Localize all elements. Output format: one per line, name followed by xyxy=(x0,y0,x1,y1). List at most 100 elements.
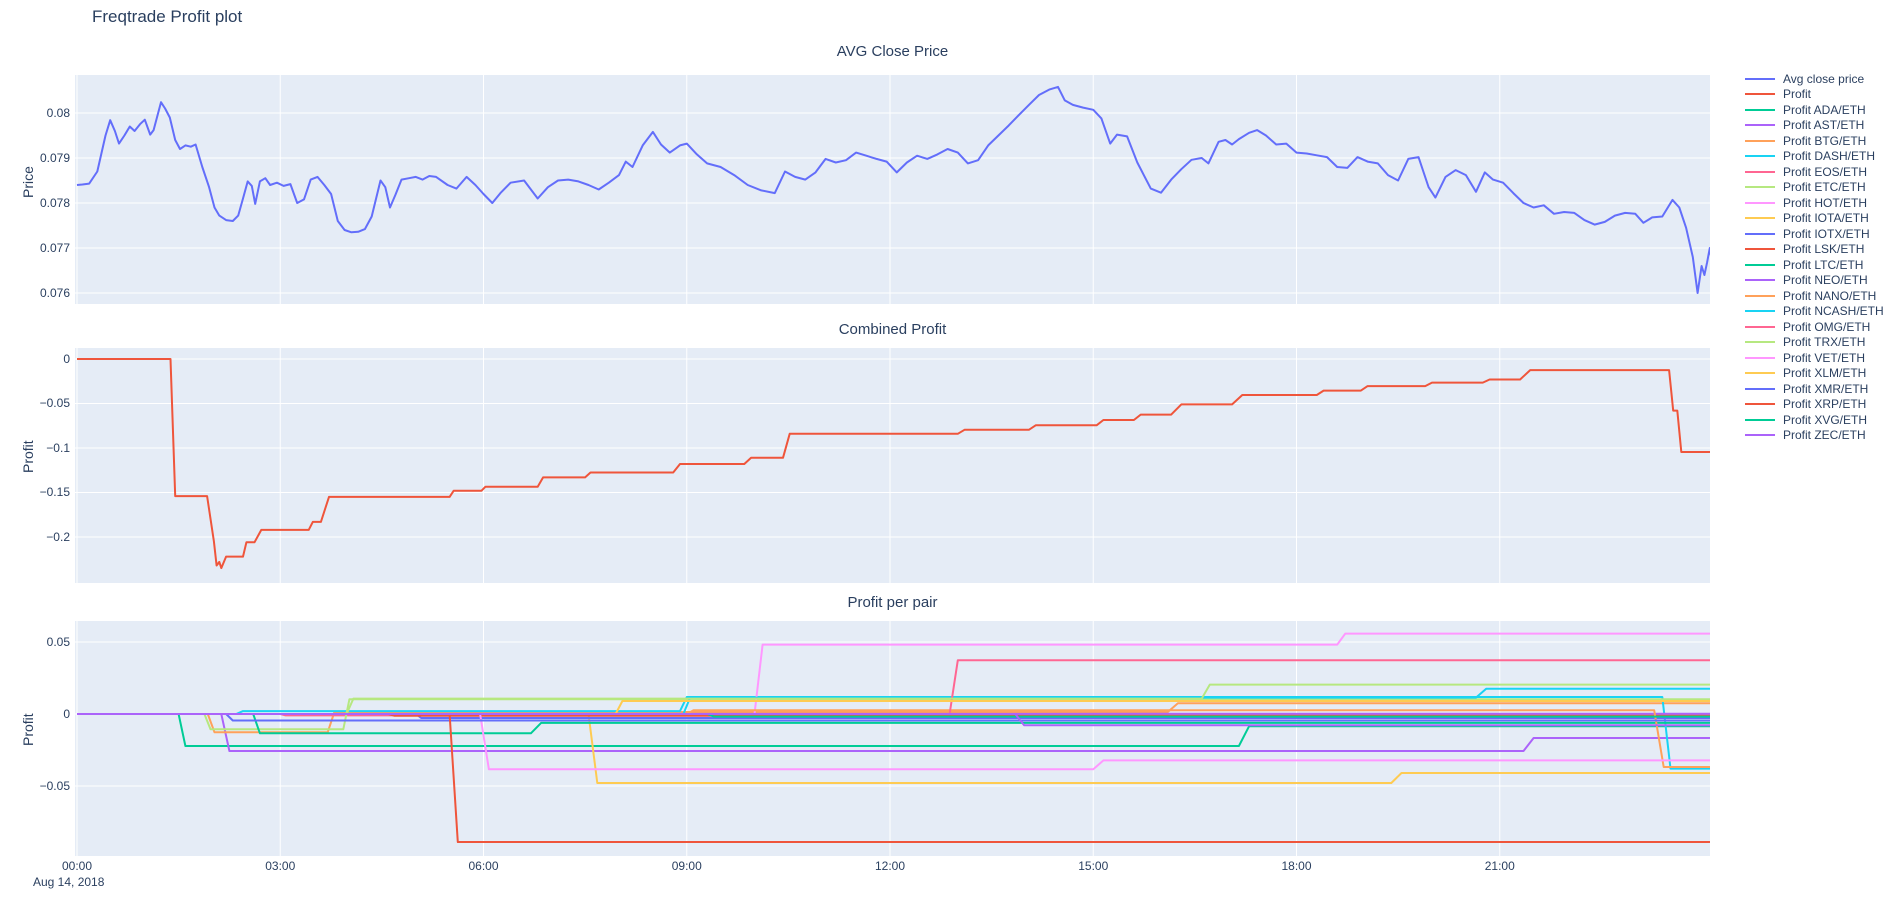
legend-item-profit-zec-eth[interactable]: Profit ZEC/ETH xyxy=(1745,428,1884,444)
legend-item-label: Avg close price xyxy=(1783,71,1865,86)
legend-line-swatch xyxy=(1745,248,1775,251)
legend-item-label: Profit XRP/ETH xyxy=(1783,397,1867,412)
plot-canvas-2 xyxy=(75,621,1710,856)
legend-line-swatch xyxy=(1745,403,1775,406)
legend-item-label: Profit NCASH/ETH xyxy=(1783,304,1884,319)
legend-item-profit-iotx-eth[interactable]: Profit IOTX/ETH xyxy=(1745,226,1884,242)
legend-item-profit-hot-eth[interactable]: Profit HOT/ETH xyxy=(1745,195,1884,211)
legend-item-label: Profit XLM/ETH xyxy=(1783,366,1867,381)
legend-item-profit-ada-eth[interactable]: Profit ADA/ETH xyxy=(1745,102,1884,118)
legend-item-label: Profit EOS/ETH xyxy=(1783,164,1868,179)
legend-item-label: Profit ETC/ETH xyxy=(1783,180,1866,195)
legend-item-profit-omg-eth[interactable]: Profit OMG/ETH xyxy=(1745,319,1884,335)
x-axis-date-label: Aug 14, 2018 xyxy=(33,875,105,889)
y-tick-label: 0.079 xyxy=(39,150,70,165)
y-tick-label: −0.15 xyxy=(39,485,70,500)
y-tick-label: −0.05 xyxy=(39,778,70,793)
legend-item-label: Profit HOT/ETH xyxy=(1783,195,1868,210)
legend-line-swatch xyxy=(1745,232,1775,235)
legend-item-profit-ast-eth[interactable]: Profit AST/ETH xyxy=(1745,118,1884,134)
y-tick-label: 0 xyxy=(63,351,70,366)
y-tick-label: 0 xyxy=(63,706,70,721)
series-line-profit-omg-eth xyxy=(77,659,1710,715)
legend-item-label: Profit DASH/ETH xyxy=(1783,149,1876,164)
x-tick-label: 21:00 xyxy=(1484,859,1515,873)
y-tick-label: 0.077 xyxy=(39,241,70,255)
legend-line-swatch xyxy=(1745,186,1775,189)
legend-line-swatch xyxy=(1745,325,1775,328)
x-tick-label: 09:00 xyxy=(671,859,702,873)
y-tick-label: 0.076 xyxy=(39,286,70,301)
legend-line-swatch xyxy=(1745,108,1775,111)
legend-item-profit-btg-eth[interactable]: Profit BTG/ETH xyxy=(1745,133,1884,149)
page-title: Freqtrade Profit plot xyxy=(92,7,243,26)
legend-item-profit-neo-eth[interactable]: Profit NEO/ETH xyxy=(1745,273,1884,289)
legend-item-label: Profit IOTX/ETH xyxy=(1783,226,1870,241)
legend-item-profit-trx-eth[interactable]: Profit TRX/ETH xyxy=(1745,335,1884,351)
legend-line-swatch xyxy=(1745,93,1775,96)
plot-canvas-0 xyxy=(75,75,1710,304)
legend-line-swatch xyxy=(1745,372,1775,375)
legend-item-label: Profit NEO/ETH xyxy=(1783,273,1868,288)
legend-item-label: Profit NANO/ETH xyxy=(1783,288,1877,303)
legend-line-swatch xyxy=(1745,387,1775,390)
legend-item-profit-iota-eth[interactable]: Profit IOTA/ETH xyxy=(1745,211,1884,227)
legend-item-label: Profit XVG/ETH xyxy=(1783,412,1868,427)
legend-item-profit-xvg-eth[interactable]: Profit XVG/ETH xyxy=(1745,412,1884,428)
series-line-profit-zec-eth xyxy=(77,713,1710,727)
series-line-profit xyxy=(77,358,1710,570)
legend-line-swatch xyxy=(1745,201,1775,204)
legend-item-label: Profit LTC/ETH xyxy=(1783,257,1864,272)
legend-line-swatch xyxy=(1745,356,1775,359)
legend-line-swatch xyxy=(1745,294,1775,297)
plot-area-profit-per-pair[interactable] xyxy=(75,621,1710,856)
subplot-title-avg-close-price: AVG Close Price xyxy=(836,43,949,60)
y-tick-label: −0.2 xyxy=(46,529,70,544)
legend-item-label: Profit XMR/ETH xyxy=(1783,381,1869,396)
legend-item-profit-ncash-eth[interactable]: Profit NCASH/ETH xyxy=(1745,304,1884,320)
legend-item-profit[interactable]: Profit xyxy=(1745,87,1884,103)
x-tick-label: 00:00 xyxy=(61,859,93,873)
legend-line-swatch xyxy=(1745,279,1775,282)
legend-item-profit-xmr-eth[interactable]: Profit XMR/ETH xyxy=(1745,381,1884,397)
legend-item-label: Profit TRX/ETH xyxy=(1783,335,1866,350)
legend-item-label: Profit LSK/ETH xyxy=(1783,242,1865,257)
legend-line-swatch xyxy=(1745,124,1775,127)
legend-line-swatch xyxy=(1745,155,1775,158)
legend-item-label: Profit AST/ETH xyxy=(1783,118,1865,133)
plot-area-combined-profit[interactable] xyxy=(75,348,1710,583)
plot-canvas-1 xyxy=(75,348,1710,583)
legend-item-label: Profit OMG/ETH xyxy=(1783,319,1871,334)
legend-item-profit-dash-eth[interactable]: Profit DASH/ETH xyxy=(1745,149,1884,165)
y-tick-label: 0.05 xyxy=(46,634,70,649)
legend-item-avg-close-price[interactable]: Avg close price xyxy=(1745,71,1884,87)
y-axis-label-profit-2: Profit xyxy=(20,713,36,746)
x-tick-label: 06:00 xyxy=(468,859,499,873)
series-line-profit-btg-eth xyxy=(77,702,1710,734)
legend-line-swatch xyxy=(1745,341,1775,344)
x-tick-label: 15:00 xyxy=(1078,859,1109,873)
legend-item-profit-etc-eth[interactable]: Profit ETC/ETH xyxy=(1745,180,1884,196)
legend-item-label: Profit xyxy=(1783,87,1812,102)
legend-item-profit-ltc-eth[interactable]: Profit LTC/ETH xyxy=(1745,257,1884,273)
plot-area-avg-close-price[interactable] xyxy=(75,75,1710,304)
y-axis-label-price: Price xyxy=(20,166,36,198)
legend-line-swatch xyxy=(1745,434,1775,437)
legend-item-profit-xrp-eth[interactable]: Profit XRP/ETH xyxy=(1745,397,1884,413)
legend-line-swatch xyxy=(1745,263,1775,266)
legend-item-profit-eos-eth[interactable]: Profit EOS/ETH xyxy=(1745,164,1884,180)
legend-line-swatch xyxy=(1745,77,1775,80)
legend-line-swatch xyxy=(1745,170,1775,173)
y-tick-label: −0.05 xyxy=(39,396,70,411)
legend: Avg close price Profit Profit ADA/ETH Profi… xyxy=(1745,71,1884,443)
x-tick-label: 12:00 xyxy=(874,859,906,873)
legend-item-label: Profit BTG/ETH xyxy=(1783,133,1867,148)
x-tick-label: 18:00 xyxy=(1281,859,1312,873)
legend-item-profit-lsk-eth[interactable]: Profit LSK/ETH xyxy=(1745,242,1884,258)
legend-item-profit-nano-eth[interactable]: Profit NANO/ETH xyxy=(1745,288,1884,304)
legend-item-label: Profit IOTA/ETH xyxy=(1783,211,1869,226)
y-axis-label-profit-1: Profit xyxy=(20,440,36,473)
legend-item-profit-xlm-eth[interactable]: Profit XLM/ETH xyxy=(1745,366,1884,382)
legend-item-profit-vet-eth[interactable]: Profit VET/ETH xyxy=(1745,350,1884,366)
